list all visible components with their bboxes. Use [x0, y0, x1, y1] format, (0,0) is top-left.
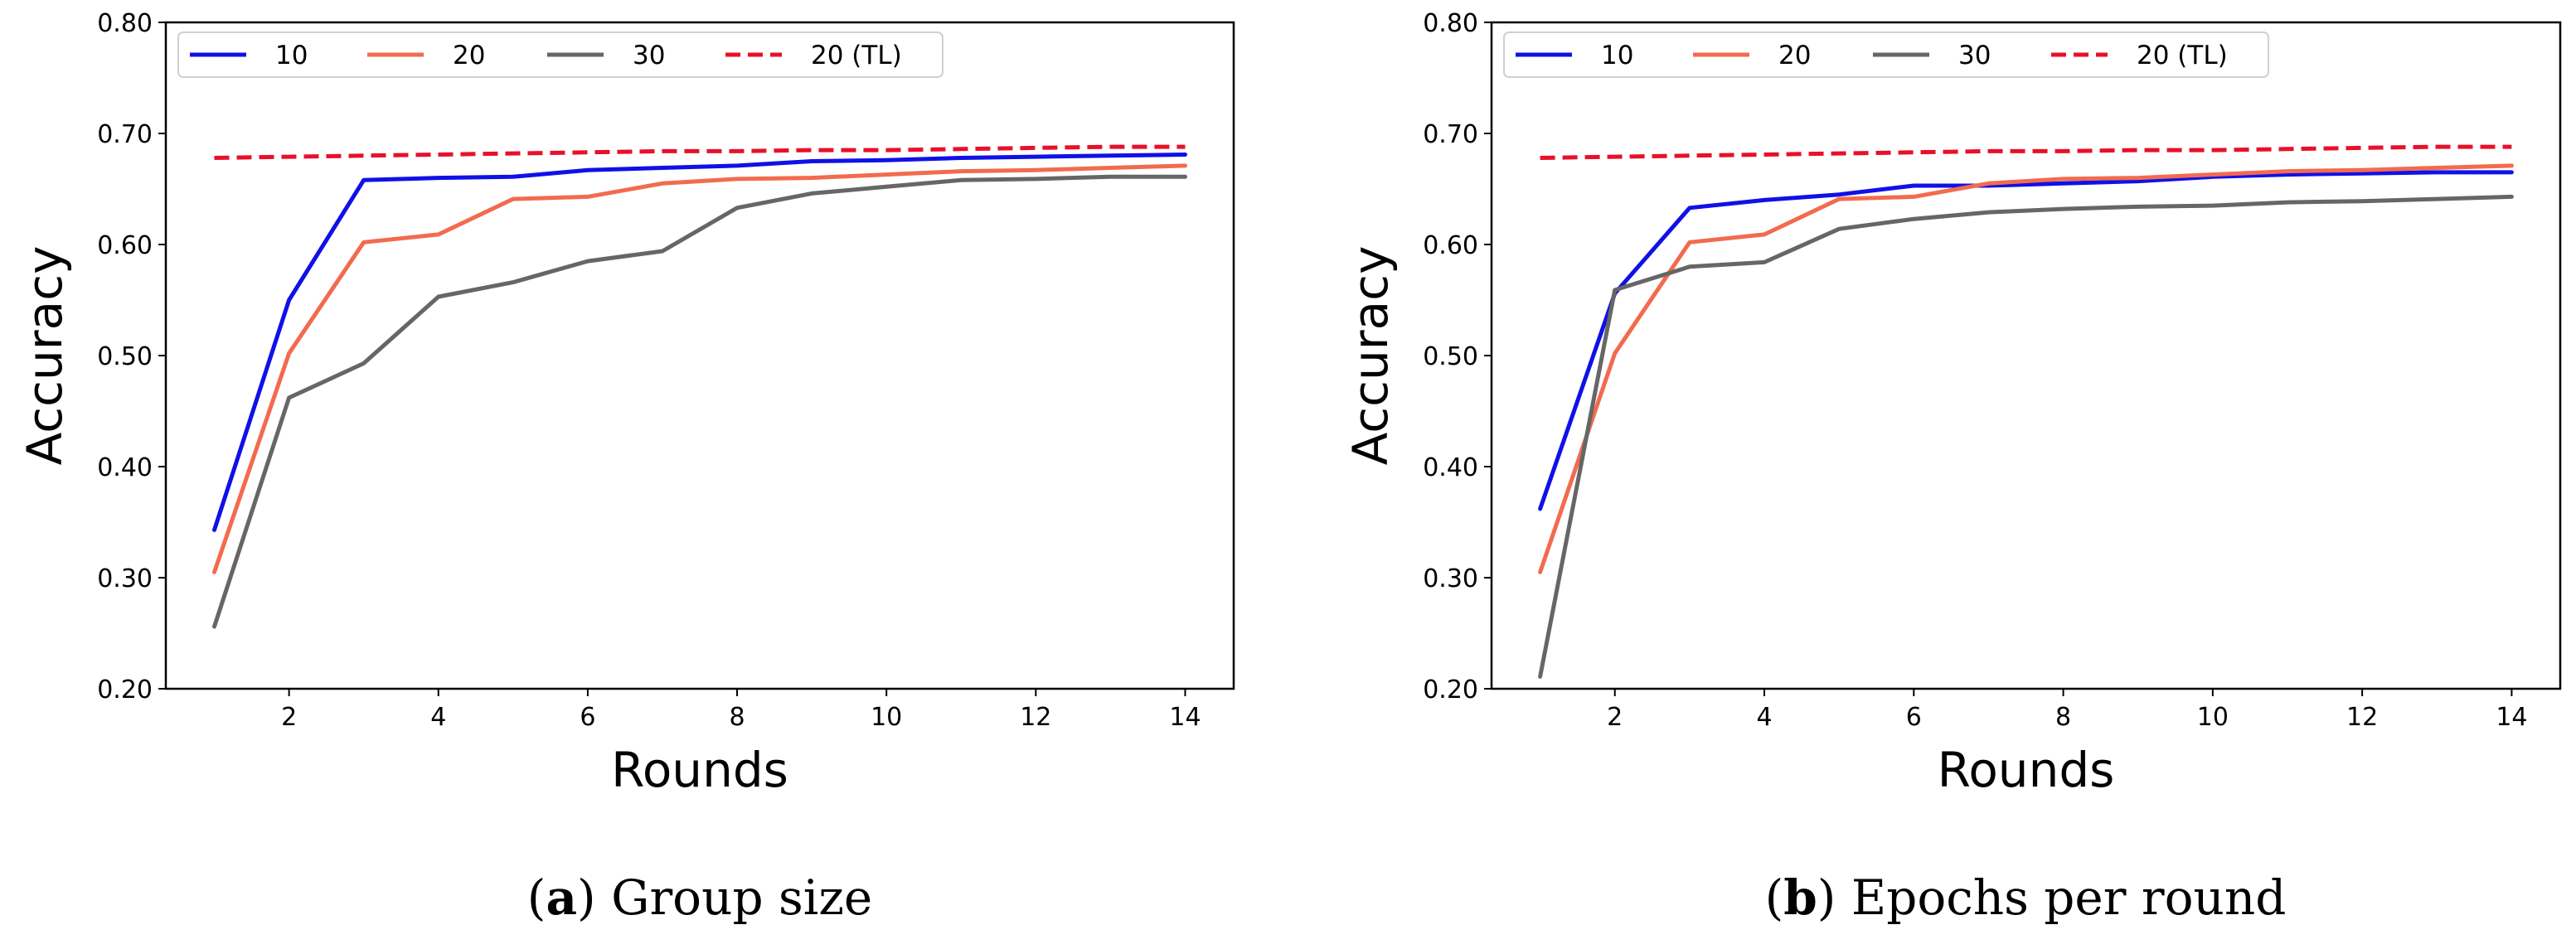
- y-axis-label: Accuracy: [17, 246, 73, 466]
- x-tick-label: 2: [1607, 703, 1623, 732]
- series-line-20-tl: [1540, 144, 2512, 160]
- x-tick-label: 14: [1169, 703, 1201, 732]
- y-tick-label: 0.80: [97, 9, 153, 38]
- caption-open-paren: (: [527, 869, 546, 926]
- legend-label: 30: [633, 41, 665, 70]
- caption-close-paren: ): [1817, 869, 1851, 926]
- x-tick-label: 4: [1756, 703, 1772, 732]
- y-tick-label: 0.50: [1423, 342, 1478, 371]
- legend-label: 20 (TL): [2137, 41, 2228, 70]
- panel-a-group-size: 0.20 0.30 0.40 0.50 0.60 0.70 0.80 2 4 6 8 10 12 14 Ro…: [17, 9, 1235, 926]
- x-tick-label: 2: [281, 703, 297, 732]
- y-tick-label: 0.50: [97, 342, 153, 371]
- x-axis-label: Rounds: [1938, 742, 2115, 798]
- x-tick-label: 14: [2496, 703, 2527, 732]
- caption-close-paren: ): [577, 869, 611, 926]
- x-tick-label: 10: [2197, 703, 2229, 732]
- x-tick-label: 6: [580, 703, 595, 732]
- y-axis-label: Accuracy: [1342, 246, 1399, 466]
- x-tick-label: 8: [2055, 703, 2071, 732]
- y-tick-label: 0.60: [1423, 231, 1478, 260]
- x-tick-label: 6: [1906, 703, 1922, 732]
- x-tick-label: 12: [2346, 703, 2378, 732]
- series-line-20-tl: [214, 144, 1186, 160]
- y-tick-label: 0.80: [1423, 9, 1478, 38]
- legend-label: 10: [275, 41, 308, 70]
- legend-label: 20 (TL): [811, 41, 902, 70]
- legend-label: 30: [1958, 41, 1991, 70]
- caption-text: Group size: [611, 869, 872, 926]
- x-tick-label: 8: [729, 703, 745, 732]
- legend-label: 20: [453, 41, 485, 70]
- x-axis-label: Rounds: [611, 742, 788, 798]
- series-line-30: [212, 174, 1187, 629]
- x-tick-label: 12: [1020, 703, 1051, 732]
- caption-text: Epochs per round: [1851, 869, 2287, 926]
- y-tick-label: 0.30: [97, 564, 153, 593]
- y-tick-label: 0.40: [97, 453, 153, 482]
- x-tick-label: 10: [871, 703, 902, 732]
- caption-letter: b: [1783, 869, 1817, 926]
- y-tick-label: 0.30: [1423, 564, 1478, 593]
- plot-frame: [1490, 21, 2562, 690]
- legend-label: 10: [1601, 41, 1633, 70]
- y-tick-label: 0.40: [1423, 453, 1478, 482]
- legend-label: 20: [1778, 41, 1811, 70]
- y-tick-label: 0.70: [1423, 120, 1478, 149]
- series-line-10: [212, 153, 1187, 532]
- panel-caption: (b) Epochs per round: [1765, 869, 2287, 926]
- series-line-30: [1538, 194, 2514, 679]
- series-line-20: [212, 163, 1187, 574]
- y-tick-label: 0.20: [97, 675, 153, 704]
- y-tick-label: 0.70: [97, 120, 153, 149]
- panel-b-epochs-per-round: 0.20 0.30 0.40 0.50 0.60 0.70 0.80 2 4 6 8 10 12 14 Ro…: [1342, 9, 2562, 926]
- series-line-20: [1538, 163, 2514, 574]
- plot-frame: [164, 21, 1235, 690]
- caption-letter: a: [546, 869, 577, 926]
- series-line-10: [1538, 170, 2514, 511]
- panel-caption: (a) Group size: [527, 869, 872, 926]
- x-tick-label: 4: [430, 703, 446, 732]
- y-tick-label: 0.60: [97, 231, 153, 260]
- caption-open-paren: (: [1765, 869, 1784, 926]
- y-tick-label: 0.20: [1423, 675, 1478, 704]
